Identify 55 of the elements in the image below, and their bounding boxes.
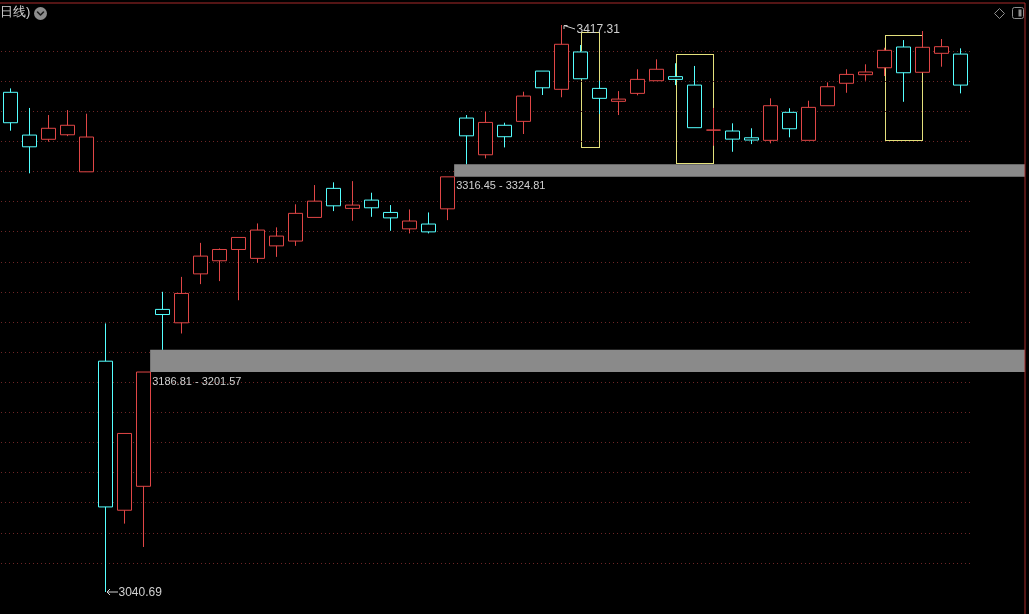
candlestick xyxy=(725,122,740,153)
candlestick xyxy=(307,184,322,218)
candlestick xyxy=(288,203,303,247)
candlestick xyxy=(326,181,341,212)
candlestick xyxy=(858,63,873,82)
candlestick xyxy=(611,90,626,116)
candlestick xyxy=(440,176,455,221)
candlestick xyxy=(649,58,664,82)
candlestick xyxy=(193,242,208,285)
candlestick xyxy=(212,247,227,282)
candlestick xyxy=(554,24,569,98)
candlestick xyxy=(630,68,645,96)
candlestick xyxy=(250,222,265,264)
candlestick xyxy=(60,109,75,137)
band-label: 3186.81 - 3201.57 xyxy=(152,374,242,387)
candlestick xyxy=(402,208,417,234)
candlestick xyxy=(174,276,189,334)
candlestick xyxy=(915,30,930,73)
candlestick xyxy=(801,100,816,141)
candlestick xyxy=(345,180,360,222)
candlestick xyxy=(782,107,797,138)
candlestick xyxy=(497,122,512,148)
candlestick xyxy=(383,204,398,232)
candlestick xyxy=(136,371,151,548)
candlestick xyxy=(117,432,132,525)
candlestick xyxy=(22,107,37,174)
candlestick xyxy=(896,39,911,103)
candlestick xyxy=(839,68,854,94)
candlestick xyxy=(573,44,588,80)
candlestick xyxy=(478,111,493,159)
candlestick xyxy=(516,91,531,135)
chart-title: 日线) xyxy=(0,4,31,19)
candlestick xyxy=(79,113,94,173)
candlestick xyxy=(668,62,683,86)
candlestick xyxy=(3,87,18,132)
candlestick xyxy=(269,226,284,258)
candlestick xyxy=(820,81,835,107)
candlestick xyxy=(231,236,246,301)
candlestick xyxy=(953,47,968,94)
band-label: 3316.45 - 3324.81 xyxy=(456,179,546,192)
candlestick xyxy=(592,80,607,115)
candlestick xyxy=(41,114,56,143)
candlestick xyxy=(763,97,778,144)
candlestick xyxy=(364,192,379,218)
candlestick xyxy=(535,70,550,96)
candlestick xyxy=(877,47,892,77)
candlestick xyxy=(421,211,436,234)
candlestick xyxy=(934,38,949,68)
candlestick xyxy=(744,127,759,145)
annotation: 3417.31 xyxy=(576,22,621,36)
candlestick xyxy=(706,107,721,147)
candlestick xyxy=(687,65,702,129)
candlestick xyxy=(155,291,170,351)
annotation: 3040.69 xyxy=(118,585,163,599)
candlestick xyxy=(459,114,474,165)
